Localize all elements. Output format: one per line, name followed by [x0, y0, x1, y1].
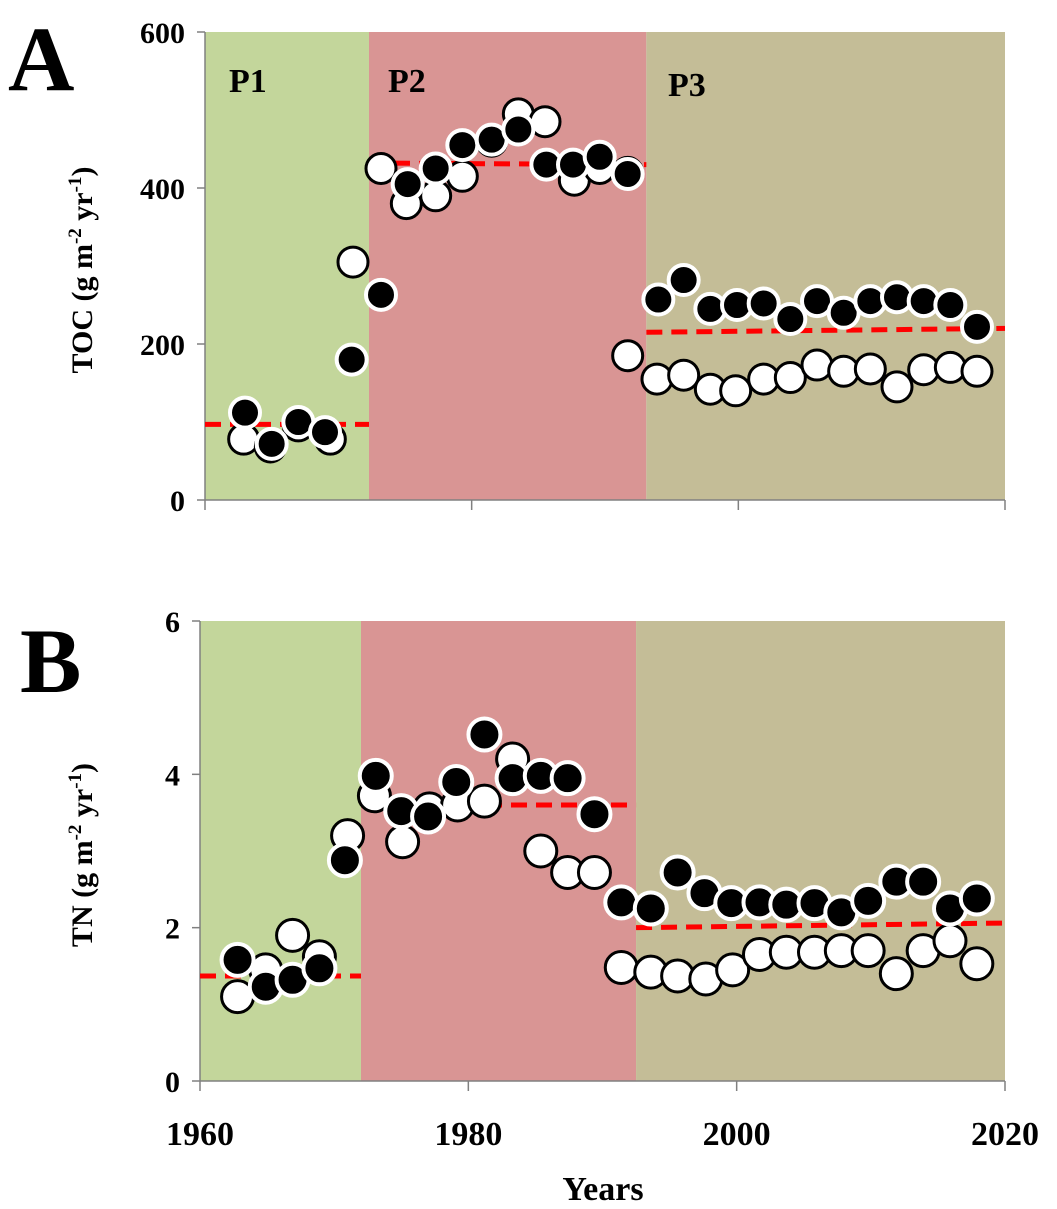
open-point-a-25	[880, 370, 914, 404]
period-backgrounds-b	[200, 621, 1005, 1081]
panel-label-a: A	[8, 8, 74, 110]
filled-point-a-4	[334, 342, 369, 377]
filled-point-b-0	[219, 941, 256, 978]
y-tick-label-b-2: 4	[165, 759, 180, 792]
x-tick-label-2: 2000	[703, 1116, 771, 1153]
open-point-b-13	[576, 854, 612, 890]
y-tick-label-a-1: 200	[140, 329, 185, 362]
x-tick-label-1: 1980	[434, 1116, 502, 1153]
filled-point-a-26	[933, 288, 968, 322]
open-point-a-17	[667, 358, 701, 392]
open-point-b-2	[275, 917, 311, 953]
filled-point-a-5	[364, 277, 398, 312]
y-tick-label-a-0: 0	[170, 485, 185, 518]
filled-point-a-1	[254, 426, 289, 461]
open-point-a-4	[336, 245, 370, 279]
y-tick-label-a-3: 600	[140, 17, 185, 50]
panel-label-b: B	[20, 610, 81, 712]
period-label-1: P1	[229, 63, 267, 100]
filled-point-b-27	[958, 880, 995, 917]
y-tick-labels-a: 0 200 400 600	[140, 17, 185, 518]
open-point-b-24	[878, 956, 914, 992]
open-point-b-26	[932, 923, 968, 959]
filled-point-b-3	[301, 950, 338, 987]
y-axis-label-b: TN (g m-2 yr-1)	[65, 763, 99, 947]
open-point-a-28	[960, 354, 994, 388]
points-a	[227, 97, 994, 464]
open-point-b-18	[715, 952, 751, 988]
filled-point-b-15	[632, 890, 669, 927]
y-tick-labels-b: 0 2 4 6	[165, 606, 180, 1099]
filled-point-b-7	[410, 798, 447, 835]
filled-point-a-27	[960, 309, 994, 344]
period-label-3: P3	[668, 67, 706, 104]
y-tick-label-b-1: 2	[165, 913, 180, 946]
open-point-a-19	[719, 374, 753, 408]
filled-point-b-8	[438, 764, 475, 800]
filled-point-b-12	[549, 760, 586, 797]
filled-point-a-7	[418, 151, 453, 186]
filled-point-b-9	[466, 716, 503, 753]
x-tick-label-3: 2020	[971, 1116, 1039, 1153]
filled-point-b-16	[659, 854, 696, 891]
open-point-a-5	[364, 152, 398, 185]
period-labels: P1 P2 P3	[229, 63, 706, 104]
filled-point-b-25	[905, 863, 942, 900]
open-point-a-24	[853, 352, 887, 386]
period-band-a-3	[646, 32, 1005, 500]
y-tick-label-a-2: 400	[140, 173, 185, 206]
filled-point-a-19	[746, 286, 781, 321]
x-tick-label-0: 1960	[166, 1116, 234, 1153]
points-b	[219, 716, 995, 1015]
open-point-a-16	[640, 362, 674, 396]
open-point-b-9	[466, 783, 502, 819]
y-tick-label-b-0: 0	[165, 1066, 180, 1099]
filled-point-a-8	[445, 128, 480, 163]
axes-b	[192, 620, 1006, 1091]
open-point-a-27	[933, 350, 967, 384]
panel-a: P1 P2 P3 0 200 400 600 A TOC (g m-2 yr-1)	[8, 8, 1006, 518]
y-axis-label-a: TOC (g m-2 yr-1)	[65, 167, 99, 374]
period-backgrounds-a	[205, 32, 1005, 500]
open-point-b-14	[603, 950, 639, 986]
filled-point-a-14	[610, 156, 645, 191]
filled-point-a-13	[582, 139, 617, 174]
filled-point-a-10	[501, 112, 536, 147]
open-point-a-21	[773, 361, 807, 395]
mean-line-a-3	[646, 325, 1006, 335]
filled-point-a-16	[666, 263, 701, 298]
filled-point-b-13	[576, 796, 613, 833]
period-label-2: P2	[388, 63, 426, 100]
x-axis-label: Years	[562, 1171, 643, 1208]
open-point-b-27	[959, 946, 995, 982]
filled-point-a-15	[641, 282, 676, 317]
filled-point-b-4	[326, 842, 363, 879]
filled-point-a-0	[228, 395, 262, 430]
open-point-a-15	[611, 339, 645, 373]
open-point-a-22	[800, 348, 834, 382]
filled-point-b-5	[357, 757, 394, 794]
open-point-b-11	[523, 833, 559, 869]
filled-point-b-14	[603, 884, 640, 921]
y-tick-label-b-3: 6	[165, 606, 180, 639]
x-tick-labels-b: 1960 1980 2000 2020	[166, 1116, 1039, 1153]
open-point-b-6	[385, 824, 421, 860]
filled-point-a-6	[390, 167, 425, 202]
filled-point-b-23	[850, 882, 887, 919]
filled-point-a-3	[308, 415, 342, 450]
open-point-b-23	[850, 933, 886, 969]
filled-point-a-20	[773, 302, 808, 337]
period-band-b-3	[636, 621, 1005, 1081]
